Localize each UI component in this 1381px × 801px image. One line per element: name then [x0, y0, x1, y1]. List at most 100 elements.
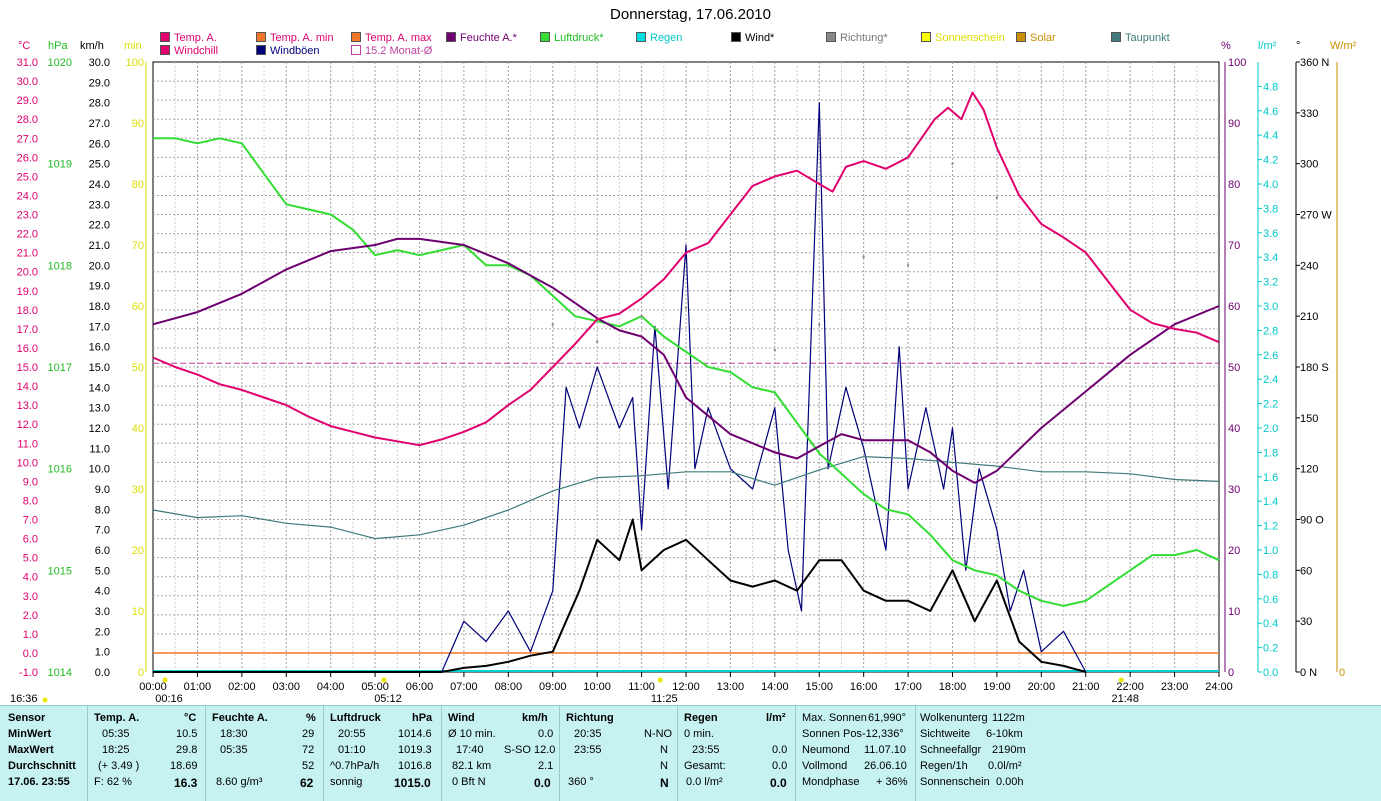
tick-time: 09:00	[539, 681, 567, 693]
tick-hpa: 1015	[48, 565, 72, 577]
legend-solar[interactable]: Solar	[1016, 32, 1056, 44]
tick-rain: 2.4	[1263, 374, 1278, 386]
tick-time: 06:00	[406, 681, 434, 693]
legend-feuchte[interactable]: Feuchte A.*	[446, 32, 517, 44]
tick-kmh: 10.0	[89, 464, 110, 476]
legend-richtung[interactable]: Richtung*	[826, 32, 888, 44]
tick-min: 10	[132, 606, 144, 618]
tick-rain: 3.6	[1263, 228, 1278, 240]
tick-time: 07:00	[450, 681, 478, 693]
unit-kmh: km/h	[80, 40, 104, 52]
tick-dir: 270 W	[1300, 210, 1332, 222]
tick-time: 18:00	[939, 681, 967, 693]
legend-windboeen[interactable]: Windböen	[256, 45, 320, 57]
tick-kmh: 24.0	[89, 179, 110, 191]
unit-pct: %	[1221, 40, 1231, 52]
tick-time: 13:00	[717, 681, 745, 693]
tick-rain: 3.2	[1263, 277, 1278, 289]
tick-min: 30	[132, 484, 144, 496]
tick-dir: 90 O	[1300, 515, 1324, 527]
tick-temp: 16.0	[17, 343, 38, 355]
tick-temp: 8.0	[23, 495, 38, 507]
tick-time: 08:00	[495, 681, 523, 693]
left-time-label: 16:36	[10, 693, 38, 705]
tick-hpa: 1019	[48, 159, 72, 171]
tick-rain: 4.4	[1263, 130, 1278, 142]
unit-temp: °C	[18, 40, 31, 52]
tick-dir: 120	[1300, 464, 1318, 476]
tick-time: 04:00	[317, 681, 345, 693]
tick-pct: 0	[1228, 667, 1234, 679]
legend-temp-min[interactable]: Temp. A. min	[256, 32, 334, 44]
tick-kmh: 2.0	[95, 626, 110, 638]
tick-kmh: 21.0	[89, 240, 110, 252]
tick-temp: 14.0	[17, 381, 38, 393]
tick-pct: 10	[1228, 606, 1240, 618]
tick-min: 80	[132, 179, 144, 191]
tick-rain: 4.0	[1263, 179, 1278, 191]
col-feuchte: Feuchte A. % 18:30 29 05:35 72 52 8.60 g…	[206, 706, 324, 801]
tick-temp: 29.0	[17, 95, 38, 107]
tick-time: 00:00	[139, 681, 167, 693]
taupunkt-line	[152, 456, 1220, 540]
tick-rain: 2.2	[1263, 399, 1278, 411]
tick-temp: -1.0	[19, 667, 38, 679]
tick-rain: 0.8	[1263, 569, 1278, 581]
richtung-dot	[906, 264, 910, 267]
tick-dir: 240	[1300, 260, 1318, 272]
tick-rain: 1.6	[1263, 472, 1278, 484]
legend-monat[interactable]: 15.2 Monat-Ø	[351, 45, 432, 57]
tick-rain: 0.2	[1263, 643, 1278, 655]
tick-min: 20	[132, 545, 144, 557]
tick-kmh: 26.0	[89, 138, 110, 150]
tick-pct: 40	[1228, 423, 1240, 435]
legend-windchill[interactable]: Windchill	[160, 45, 218, 57]
tick-min: 100	[126, 57, 144, 69]
legend-sonnenschein[interactable]: Sonnenschein	[921, 32, 1005, 44]
tick-kmh: 1.0	[95, 647, 110, 659]
tick-time: 01:00	[184, 681, 212, 693]
legend-taupunkt[interactable]: Taupunkt	[1111, 32, 1170, 44]
tick-temp: 7.0	[23, 515, 38, 527]
legend-regen[interactable]: Regen	[636, 32, 682, 44]
tick-temp: 28.0	[17, 114, 38, 126]
richtung-dot	[773, 348, 777, 352]
marker-label: 21:48	[1112, 693, 1140, 705]
info-panel: Sensor MinWert MaxWert Durchschnitt 17.0…	[0, 705, 1381, 801]
temp-line	[152, 91, 1220, 447]
tick-time: 20:00	[1028, 681, 1056, 693]
tick-min: 40	[132, 423, 144, 435]
tick-kmh: 22.0	[89, 220, 110, 232]
tick-hpa: 1020	[48, 57, 72, 69]
tick-temp: 12.0	[17, 419, 38, 431]
tick-time: 05:00	[361, 681, 389, 693]
wind-line	[153, 518, 1087, 673]
legend-temp[interactable]: Temp. A.	[160, 32, 217, 44]
tick-rain: 2.8	[1263, 325, 1278, 337]
legend-wind[interactable]: Wind*	[731, 32, 774, 44]
tick-time: 24:00	[1205, 681, 1233, 693]
tick-kmh: 5.0	[95, 565, 110, 577]
tick-temp: 9.0	[23, 476, 38, 488]
tick-kmh: 3.0	[95, 606, 110, 618]
tick-rain: 3.8	[1263, 203, 1278, 215]
tick-temp: 22.0	[17, 229, 38, 241]
tick-min: 50	[132, 362, 144, 374]
tick-dir: 210	[1300, 311, 1318, 323]
legend-temp-max[interactable]: Temp. A. max	[351, 32, 432, 44]
tick-temp: 3.0	[23, 591, 38, 603]
tick-rain: 2.6	[1263, 350, 1278, 362]
tick-time: 02:00	[228, 681, 256, 693]
windboeen-line	[153, 102, 1087, 673]
tick-pct: 20	[1228, 545, 1240, 557]
tick-kmh: 13.0	[89, 403, 110, 415]
sun-marker-icon	[162, 677, 168, 683]
col-luftdruck: Luftdruck hPa 20:55 1014.6 01:10 1019.3 …	[324, 706, 442, 801]
tick-rain: 4.6	[1263, 106, 1278, 118]
tick-rain: 0.0	[1263, 667, 1278, 679]
legend-luftdruck[interactable]: Luftdruck*	[540, 32, 604, 44]
tick-temp: 2.0	[23, 610, 38, 622]
tick-kmh: 19.0	[89, 281, 110, 293]
tick-time: 14:00	[761, 681, 789, 693]
tick-temp: 0.0	[23, 648, 38, 660]
